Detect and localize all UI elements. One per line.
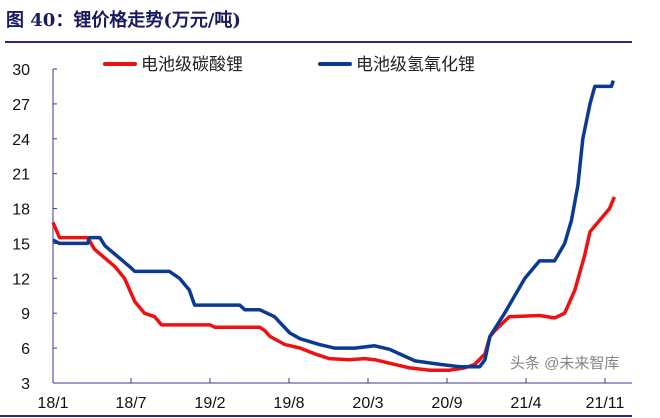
y-tick-label: 21: [12, 167, 30, 184]
y-tick-label: 9: [21, 306, 30, 323]
x-tick-label: 21/11: [586, 395, 625, 412]
y-tick-label: 6: [21, 341, 30, 358]
series-line: [52, 80, 615, 369]
x-tick-label: 20/3: [352, 395, 383, 412]
y-tick-label: 12: [12, 271, 30, 288]
series-line: [51, 196, 617, 372]
x-tick-label: 19/8: [273, 395, 304, 412]
y-tick-label: 3: [21, 376, 30, 393]
x-tick-label: 18/1: [37, 395, 68, 412]
chart-title: 图 40：锂价格走势(万元/吨): [6, 10, 241, 31]
legend-label: 电池级碳酸锂: [141, 55, 243, 75]
legend-label: 电池级氢氧化锂: [356, 55, 475, 75]
watermark: 头条 @未来智库: [510, 355, 620, 372]
y-tick-label: 30: [12, 62, 30, 79]
y-tick-label: 24: [12, 132, 30, 149]
y-tick-label: 18: [12, 202, 30, 219]
y-tick-label: 27: [12, 97, 30, 114]
x-tick-label: 19/2: [194, 395, 225, 412]
y-tick-label: 15: [12, 236, 30, 253]
x-tick-label: 21/4: [510, 395, 541, 412]
x-tick-label: 18/7: [115, 395, 146, 412]
x-tick-label: 20/9: [431, 395, 462, 412]
